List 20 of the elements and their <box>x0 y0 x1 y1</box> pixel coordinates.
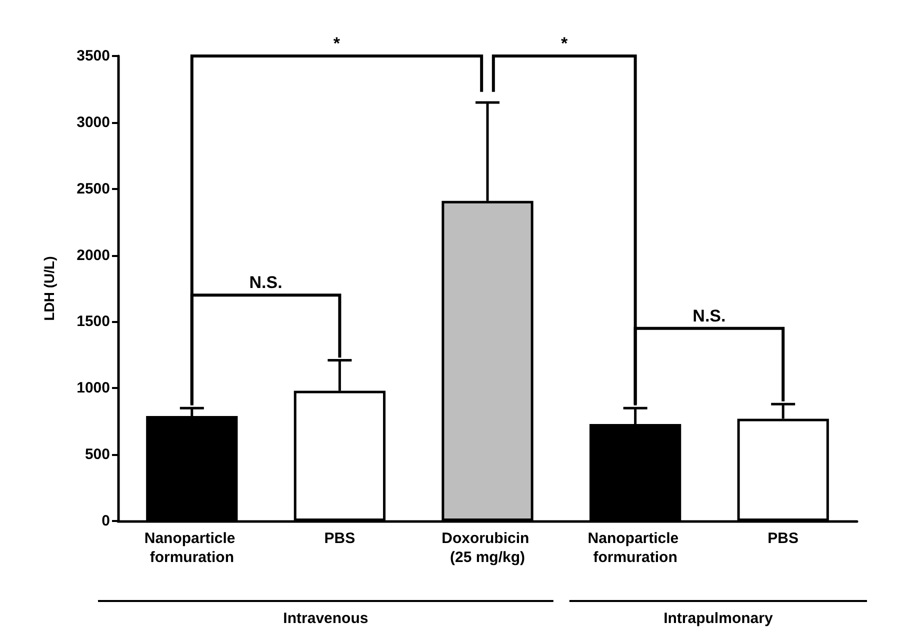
annotation: N.S. <box>692 306 726 326</box>
text: Intravenous <box>283 610 368 627</box>
y-tick-label: 3500 <box>76 48 110 64</box>
y-tick-label: 3000 <box>76 114 110 131</box>
x-tick-label: PBS <box>324 530 356 547</box>
text: Intrapulmonary <box>664 610 774 627</box>
y-tick-label: 1500 <box>76 313 110 330</box>
x-tick-label: PBS <box>768 530 799 547</box>
x-tick-label: Nanoparticle formuration <box>144 530 240 566</box>
y-tick-label: 2000 <box>76 246 110 264</box>
y-tick-label: 0 <box>102 512 110 530</box>
text: * <box>561 34 568 53</box>
y-tick-label: 2500 <box>76 180 110 198</box>
y-axis-title: LDH (U/L) <box>41 256 57 321</box>
x-tick-label: Nanoparticle formuration <box>588 530 683 566</box>
annotation: N.S. <box>249 273 282 292</box>
y-tick-label: 1000 <box>76 380 110 397</box>
text: * <box>333 34 340 53</box>
y-tick-label: 500 <box>84 446 110 464</box>
x-tick-label: Doxorubicin (25 mg/kg) <box>442 530 534 566</box>
